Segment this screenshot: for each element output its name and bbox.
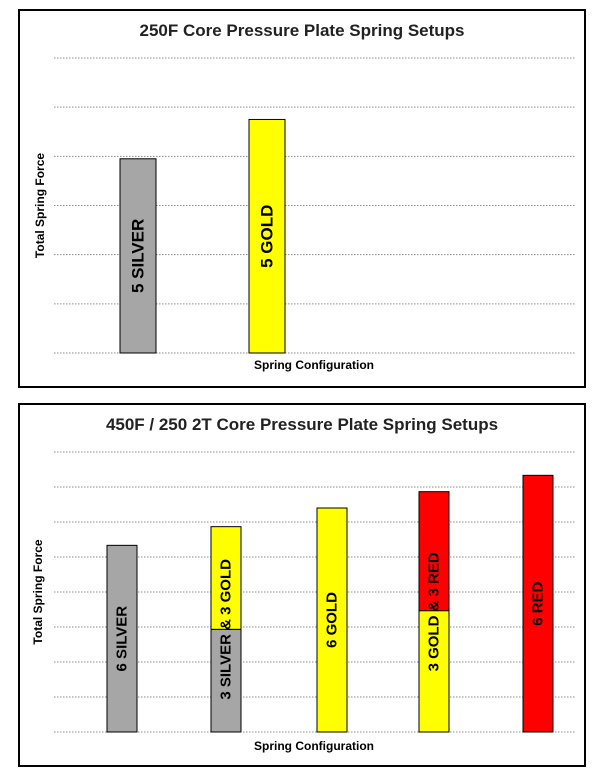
bar-segment [522, 474, 554, 733]
bar-label: 3 GOLD & 3 RED [426, 552, 443, 671]
bar-segment [119, 158, 157, 354]
bar-label: 3 SILVER & 3 GOLD [218, 559, 235, 700]
bar-label: 6 RED [530, 581, 547, 625]
x-axis-label: Spring Configuration [254, 358, 374, 372]
bar-segment [418, 491, 450, 612]
bar-segment [106, 544, 138, 733]
chart-plot-250f: Total Spring Force Spring Configuration 5 … [33, 57, 576, 372]
y-axis-label: Total Spring Force [33, 153, 47, 258]
bar-label: 6 SILVER [114, 606, 131, 672]
x-axis-label: Spring Configuration [254, 739, 374, 753]
bar-label: 6 GOLD [324, 592, 341, 648]
chart-panel-250f: 250F Core Pressure Plate Spring Setups T… [18, 9, 586, 388]
bar-segment [316, 507, 348, 733]
bar-segment [418, 610, 450, 733]
bar-segment [210, 526, 242, 630]
bar-segment [248, 118, 286, 354]
bar-segment [210, 628, 242, 733]
chart-plot-450f: Total Spring Force Spring Configuration 6 … [31, 451, 576, 753]
bar-label: 5 GOLD [258, 205, 277, 268]
chart-title: 250F Core Pressure Plate Spring Setups [139, 21, 465, 40]
chart-title: 450F / 250 2T Core Pressure Plate Spring… [105, 415, 499, 434]
y-axis-label: Total Spring Force [31, 539, 45, 644]
chart-panel-450f: 450F / 250 2T Core Pressure Plate Spring… [18, 403, 586, 767]
bar-label: 5 SILVER [129, 219, 148, 293]
